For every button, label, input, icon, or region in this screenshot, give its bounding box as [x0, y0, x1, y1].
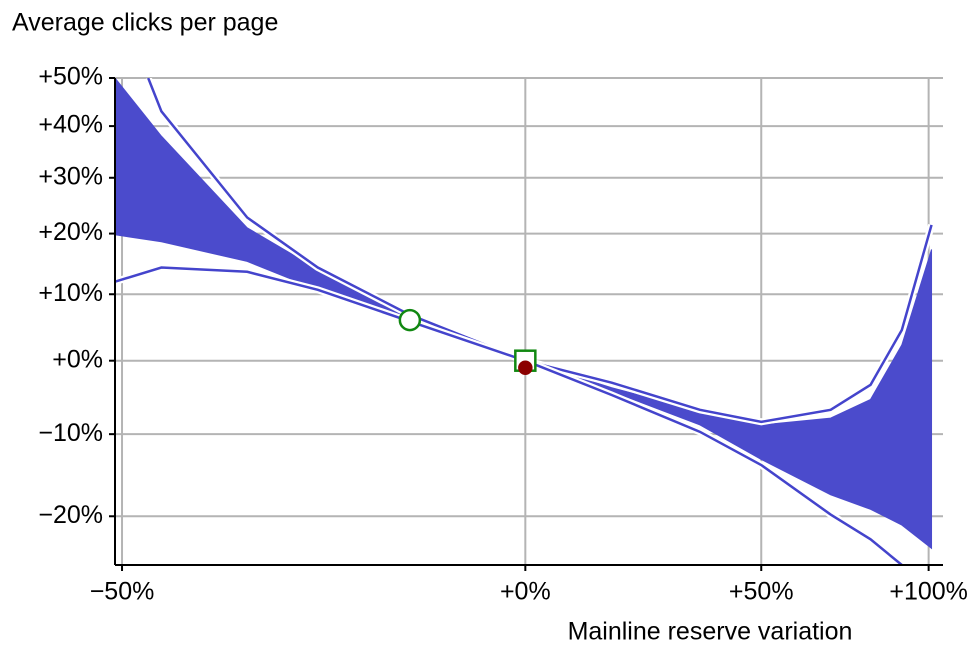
- tick-labels: +50% +40% +30% +20% +10% +0% −10% −20% −50% +0% +5…: [38, 63, 968, 606]
- grid: [115, 77, 943, 565]
- x-tick-label: −50%: [90, 578, 155, 606]
- x-tick-label: +100%: [889, 578, 968, 606]
- x-tick-label: +50%: [729, 578, 794, 606]
- chart-title: Average clicks per page: [12, 9, 278, 37]
- marker: [398, 308, 422, 332]
- line: [115, 266, 903, 565]
- marker: [518, 360, 533, 375]
- y-tick-label: +30%: [38, 162, 103, 190]
- band: [115, 78, 933, 550]
- plot-area: [115, 78, 935, 565]
- y-tick-label: +40%: [38, 111, 103, 139]
- y-tick-label: +20%: [38, 218, 103, 246]
- y-tick-label: +10%: [38, 279, 103, 307]
- y-tick-label: −20%: [38, 501, 103, 529]
- y-tick-label: +0%: [52, 345, 103, 373]
- line: [147, 78, 933, 424]
- x-tick-label: +0%: [500, 578, 551, 606]
- y-tick-label: +50%: [38, 63, 103, 91]
- x-axis-label: Mainline reserve variation: [568, 618, 853, 646]
- y-tick-label: −10%: [38, 419, 103, 447]
